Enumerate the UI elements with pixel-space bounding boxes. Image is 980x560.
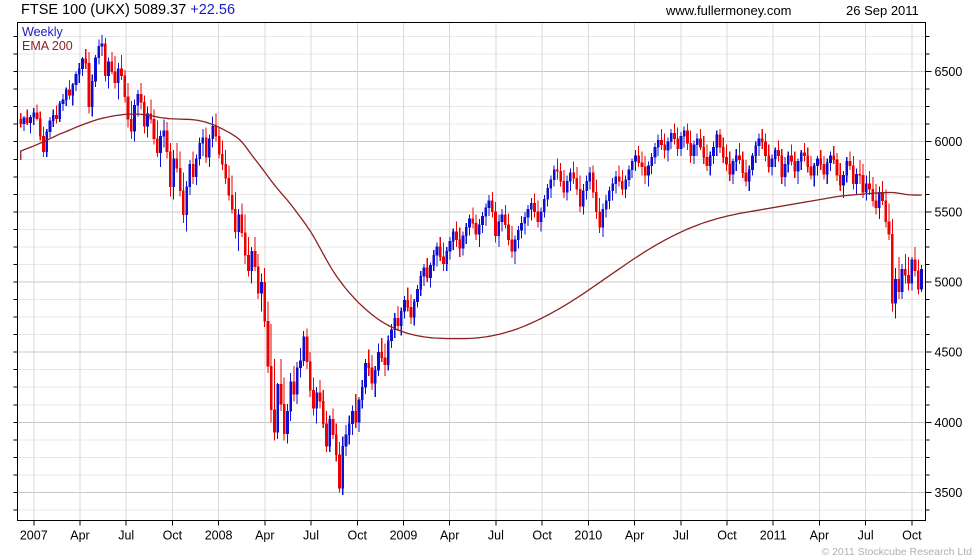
chart-header: FTSE 100 (UKX) 5089.37 +22.56 www.fuller… bbox=[0, 0, 980, 22]
x-axis-tick-label: Jul bbox=[858, 529, 874, 543]
y-axis-tick-label: 3500 bbox=[935, 486, 963, 500]
candlestick-series bbox=[19, 35, 923, 496]
x-axis-tick-label: Apr bbox=[255, 529, 274, 543]
x-axis-tick-label: 2011 bbox=[760, 529, 787, 543]
x-axis-tick-label: 2010 bbox=[574, 529, 602, 543]
chart-frame bbox=[17, 22, 926, 521]
ema200-line bbox=[20, 113, 922, 340]
chart-gridlines bbox=[17, 22, 926, 521]
x-axis-tick-label: Jul bbox=[118, 529, 134, 543]
x-axis-tick-label: Apr bbox=[440, 529, 459, 543]
x-axis-tick-label: Apr bbox=[810, 529, 829, 543]
x-axis-tick-label: 2008 bbox=[205, 529, 233, 543]
x-axis-tick-label: Oct bbox=[348, 529, 368, 543]
x-axis-tick-label: 2009 bbox=[390, 529, 418, 543]
x-axis-tick-label: Apr bbox=[70, 529, 89, 543]
x-axis-tick-label: Oct bbox=[532, 529, 552, 543]
x-axis-tick-label: Apr bbox=[625, 529, 644, 543]
last-price: 5089.37 bbox=[133, 2, 187, 18]
instrument-quote: FTSE 100 (UKX) 5089.37 +22.56 bbox=[21, 2, 235, 18]
price-change: +22.56 bbox=[190, 2, 236, 18]
y-axis-tick-label: 6000 bbox=[935, 135, 963, 149]
legend-ema200: EMA 200 bbox=[22, 39, 73, 53]
x-axis-tick-label: Oct bbox=[163, 529, 183, 543]
y-axis-tick-label: 5500 bbox=[935, 205, 963, 219]
x-axis-tick-label: Oct bbox=[717, 529, 737, 543]
legend-timeframe: Weekly bbox=[22, 25, 63, 39]
x-axis-tick-label: 2007 bbox=[20, 529, 48, 543]
quote-date: 26 Sep 2011 bbox=[846, 3, 919, 18]
y-axis-tick-label: 5000 bbox=[935, 276, 963, 290]
y-axis-tick-label: 6500 bbox=[935, 65, 963, 79]
y-axis-tick-label: 4500 bbox=[935, 346, 963, 360]
x-axis-tick-label: Jul bbox=[673, 529, 689, 543]
x-axis: 2007 Apr Jul Oct 2008 Apr Jul Oct 2009 Apr Jul Oct 2… bbox=[20, 520, 922, 543]
x-axis-tick-label: Jul bbox=[488, 529, 504, 543]
y-axis: 3500 4000 4500 5000 5500 6000 6500 bbox=[13, 36, 963, 511]
y-axis-tick-label: 4000 bbox=[935, 416, 963, 430]
website-label: www.fullermoney.com bbox=[666, 3, 792, 18]
chart-legend: Weekly EMA 200 bbox=[22, 25, 73, 53]
instrument-name: FTSE 100 (UKX) bbox=[21, 2, 130, 18]
x-axis-tick-label: Oct bbox=[902, 529, 922, 543]
copyright-notice: © 2011 Stockcube Research Ltd bbox=[821, 546, 972, 558]
x-axis-tick-label: Jul bbox=[303, 529, 319, 543]
